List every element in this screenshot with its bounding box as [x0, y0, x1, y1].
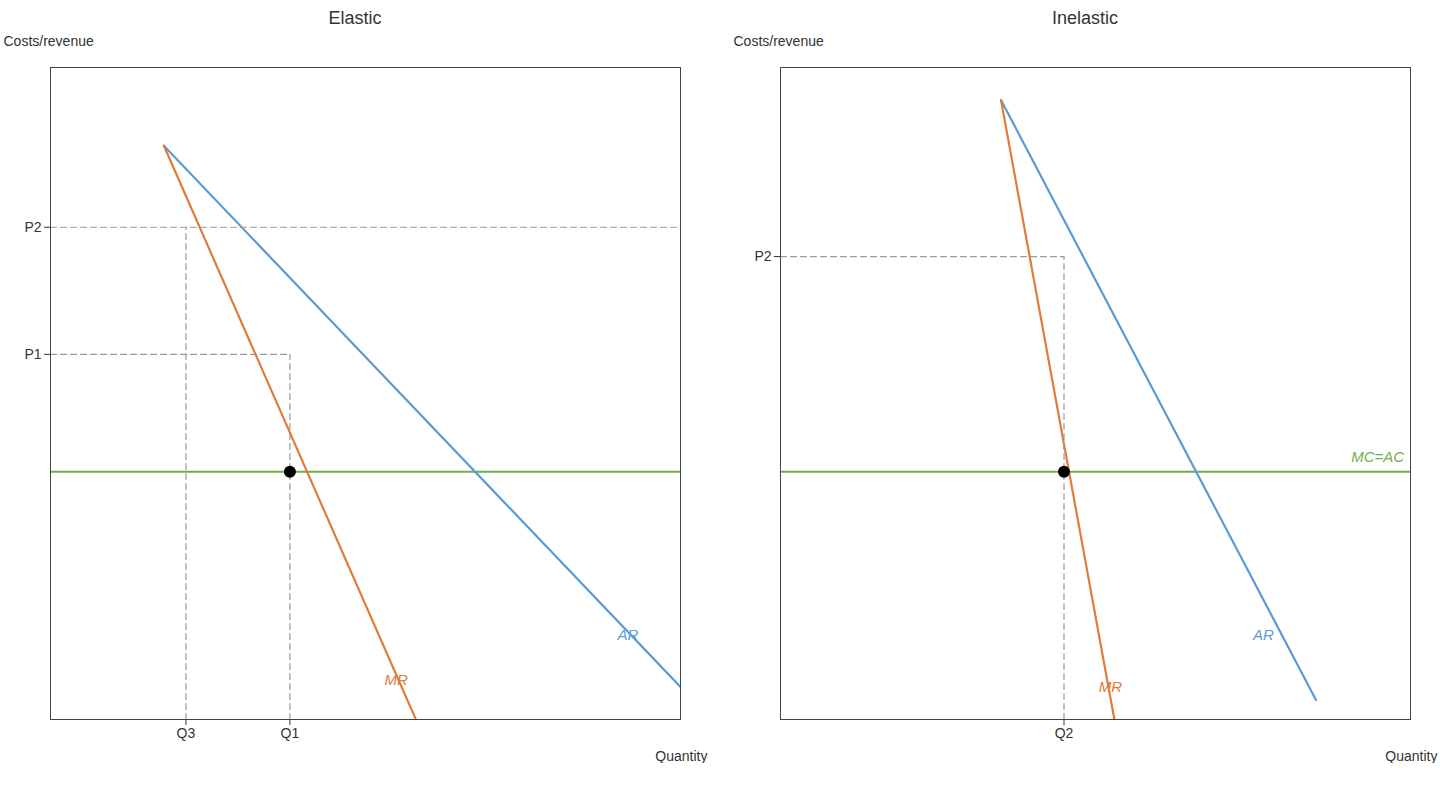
svg-text:P1: P1: [24, 346, 41, 362]
svg-text:MR: MR: [384, 671, 407, 688]
svg-text:AR: AR: [1252, 626, 1274, 643]
svg-text:MC=AC: MC=AC: [1351, 448, 1404, 465]
svg-text:Q3: Q3: [177, 725, 196, 741]
svg-text:MR: MR: [1099, 678, 1122, 695]
svg-text:AR: AR: [617, 626, 639, 643]
svg-text:P2: P2: [754, 248, 771, 264]
html-text:Inelastic: Inelastic: [1052, 8, 1118, 28]
svg-text:P2: P2: [24, 219, 41, 235]
svg-text:Q2: Q2: [1055, 725, 1074, 741]
svg-text:Quantity: Quantity: [1385, 748, 1437, 764]
svg-text:Quantity: Quantity: [655, 748, 707, 764]
svg-text:Costs/revenue: Costs/revenue: [734, 33, 824, 49]
svg-text:Costs/revenue: Costs/revenue: [4, 33, 94, 49]
svg-text:Q1: Q1: [281, 725, 300, 741]
html-text:Elastic: Elastic: [328, 8, 382, 28]
